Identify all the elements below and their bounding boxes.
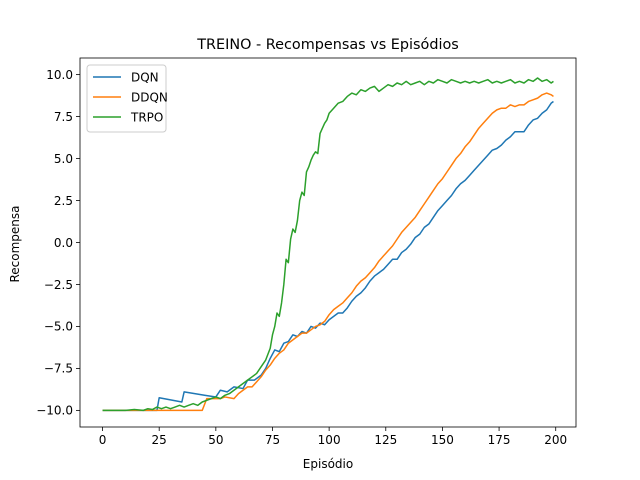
- x-tick-label: 150: [431, 433, 454, 447]
- legend-label-ddqn: DDQN: [131, 90, 168, 104]
- y-axis-label: Recompensa: [8, 205, 22, 282]
- series-line-ddqn: [102, 92, 554, 412]
- legend-box: [86, 64, 167, 133]
- x-tick-label: 200: [544, 433, 567, 447]
- x-tick-label: 0: [99, 433, 107, 447]
- legend-label-dqn: DQN: [131, 70, 159, 84]
- x-tick-label: 75: [265, 433, 280, 447]
- legend: DQN DDQN TRPO: [86, 64, 168, 133]
- y-tick-label: −10.0: [36, 404, 73, 418]
- y-tick-label: 7.5: [54, 110, 73, 124]
- series-line-trpo: [102, 77, 554, 412]
- x-tick-label: 175: [488, 433, 511, 447]
- chart-title: TREINO - Recompensas vs Episódios: [196, 37, 459, 53]
- y-tick-label: −7.5: [44, 362, 73, 376]
- axis-ticks: 0 25 50 75 100 125 150 175 200 −10.0 −7.5 −5.0 −2.5 0…: [36, 68, 567, 447]
- y-tick-label: −5.0: [44, 320, 73, 334]
- x-tick-label: 50: [208, 433, 223, 447]
- y-tick-label: 5.0: [54, 152, 73, 166]
- legend-label-trpo: TRPO: [130, 110, 163, 124]
- y-tick-label: −2.5: [44, 278, 73, 292]
- series-lines: [102, 77, 554, 412]
- y-tick-label: 2.5: [54, 194, 73, 208]
- series-line-dqn: [102, 100, 554, 412]
- y-tick-label: 10.0: [46, 68, 73, 82]
- x-tick-label: 100: [318, 433, 341, 447]
- plot-frame: [79, 57, 577, 428]
- y-tick-label: 0.0: [54, 236, 73, 250]
- x-tick-label: 25: [152, 433, 167, 447]
- x-tick-label: 125: [374, 433, 397, 447]
- x-axis-label: Episódio: [303, 457, 353, 471]
